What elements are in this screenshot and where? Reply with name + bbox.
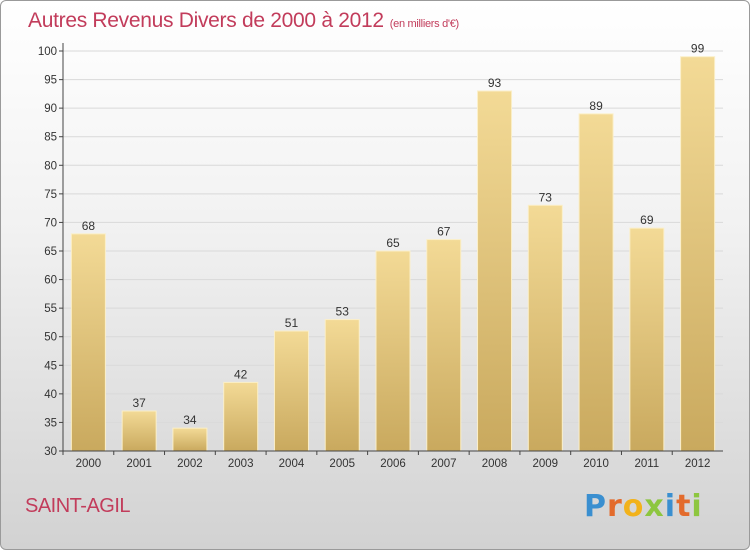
value-label-2012: 99 <box>691 42 705 56</box>
logo-letter: t <box>676 489 692 524</box>
bar-2004 <box>273 330 309 452</box>
bar-2006 <box>375 250 411 452</box>
bar-2003 <box>223 381 259 452</box>
x-tick-label-2012: 2012 <box>685 458 711 470</box>
x-tick-label-2006: 2006 <box>380 458 406 470</box>
bar-series <box>70 56 716 452</box>
y-tick-label: 55 <box>44 303 57 315</box>
place-name: SAINT-AGIL <box>25 495 131 517</box>
value-label-2002: 34 <box>183 413 197 427</box>
y-tick-label: 30 <box>44 446 57 458</box>
bar-2009 <box>527 204 563 452</box>
value-label-2008: 93 <box>488 76 502 90</box>
logo-letter: x <box>644 489 665 524</box>
bar-2001 <box>121 410 157 452</box>
logo-letter: i <box>664 489 677 524</box>
proxiti-logo: Proxiti <box>584 489 703 524</box>
x-tick-label-2002: 2002 <box>177 458 203 470</box>
bar-2000 <box>70 233 106 452</box>
y-tick-label: 100 <box>38 46 57 58</box>
x-tick-label-2010: 2010 <box>583 458 609 470</box>
x-tick-label-2011: 2011 <box>634 458 659 470</box>
y-tick-label: 50 <box>44 332 57 344</box>
y-tick-label: 40 <box>44 389 57 401</box>
value-label-2001: 37 <box>132 396 146 410</box>
y-tick-label: 65 <box>44 246 57 258</box>
logo-letter: o <box>622 489 645 524</box>
y-tick-label: 80 <box>44 160 57 172</box>
x-tick-label-2007: 2007 <box>431 458 457 470</box>
x-tick-label-2008: 2008 <box>482 458 508 470</box>
title-text: Autres Revenus Divers de 2000 à 2012 <box>28 9 384 32</box>
logo-letter: i <box>691 489 703 524</box>
value-label-2010: 89 <box>589 99 603 113</box>
value-label-2007: 67 <box>437 225 451 239</box>
bar-2002 <box>172 427 208 452</box>
bar-2012 <box>680 56 716 452</box>
chart-title: Autres Revenus Divers de 2000 à 2012 (en … <box>28 9 459 33</box>
y-tick-label: 60 <box>44 275 57 287</box>
y-tick-label: 95 <box>44 75 57 87</box>
y-tick-label: 75 <box>44 189 57 201</box>
value-label-2011: 69 <box>640 213 654 227</box>
data-labels: 68 37 34 42 51 53 65 67 93 73 89 69 99 <box>82 42 705 427</box>
title-unit: (en milliers d'€) <box>389 18 459 30</box>
y-tick-label: 90 <box>44 103 57 115</box>
x-tick-label-2003: 2003 <box>228 458 254 470</box>
axes: 30 35 40 45 50 55 60 65 70 75 80 85 90 95 100 2000 2001 2… <box>38 43 723 470</box>
bar-2010 <box>578 113 614 452</box>
value-label-2000: 68 <box>82 219 96 233</box>
x-tick-label-2000: 2000 <box>76 458 102 470</box>
value-label-2009: 73 <box>539 190 553 204</box>
y-tick-label: 70 <box>44 217 57 229</box>
bar-2008 <box>477 90 513 452</box>
bar-2007 <box>426 239 462 452</box>
value-label-2006: 65 <box>386 236 400 250</box>
bar-2005 <box>324 319 360 452</box>
bar-2011 <box>629 227 665 452</box>
value-label-2003: 42 <box>234 367 248 381</box>
y-tick-label: 85 <box>44 132 57 144</box>
x-tick-label-2001: 2001 <box>126 458 152 470</box>
x-tick-label-2004: 2004 <box>279 458 305 470</box>
x-tick-label-2005: 2005 <box>329 458 355 470</box>
value-label-2004: 51 <box>285 316 299 330</box>
x-tick-label-2009: 2009 <box>533 458 559 470</box>
y-tick-label: 35 <box>44 417 57 429</box>
y-tick-label: 45 <box>44 360 57 372</box>
value-label-2005: 53 <box>336 305 350 319</box>
logo-letter: r <box>607 489 623 524</box>
logo-letter: P <box>584 489 607 524</box>
